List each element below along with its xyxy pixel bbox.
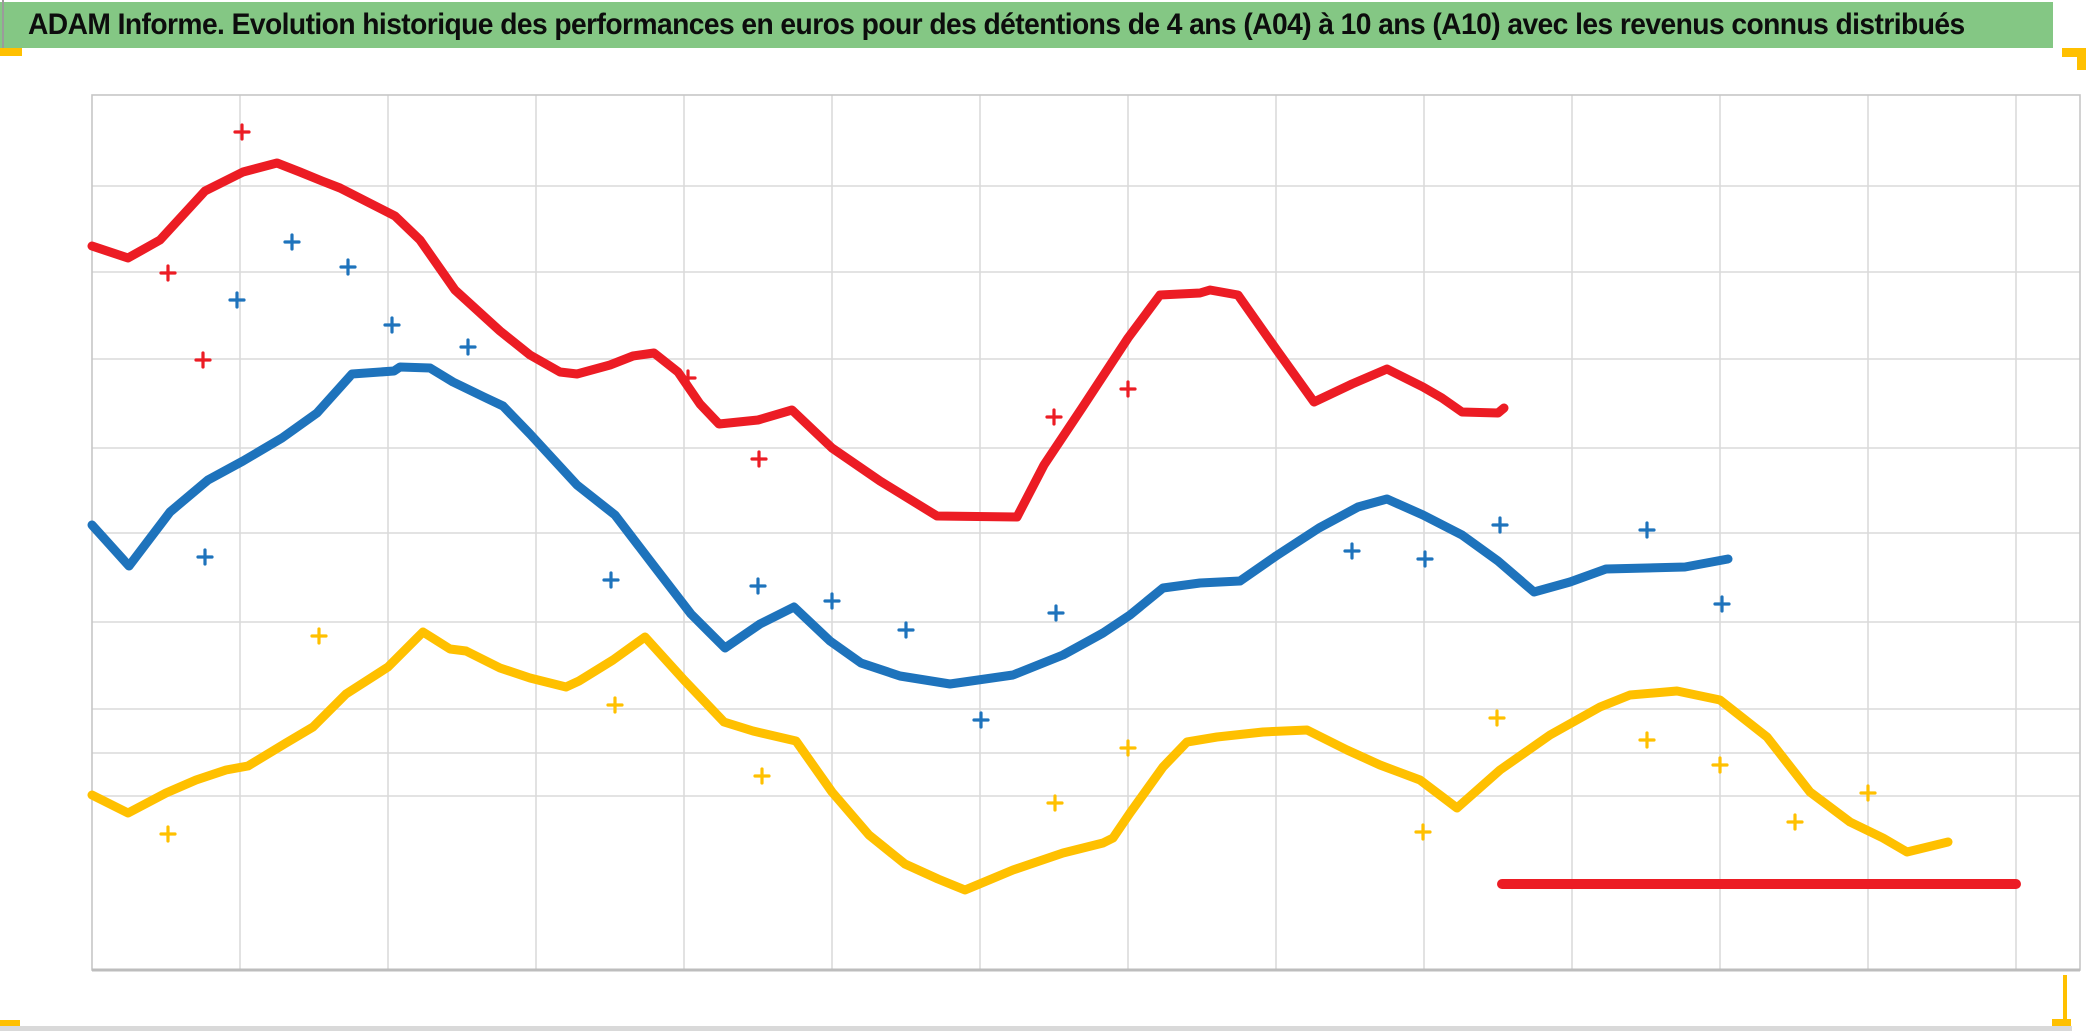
series-red-line (87, 158, 1509, 522)
red-plus-markers (159, 123, 1137, 468)
corner-mark-top-right-vertical (2077, 48, 2086, 70)
corner-mark-bottom-right-line (2063, 975, 2067, 1022)
corner-mark-bottom-left (0, 1020, 20, 1031)
corner-mark-top-left (0, 48, 22, 56)
title-banner: ADAM Informe. Evolution historique des p… (0, 2, 2053, 48)
page-title: ADAM Informe. Evolution historique des p… (28, 8, 1965, 41)
series-yellow-line (87, 627, 1953, 895)
corner-mark-top-right-horizontal (2062, 48, 2086, 57)
yellow-plus-markers (159, 627, 1877, 843)
window-edge-tick (2, 0, 4, 48)
blue-plus-markers (196, 233, 1731, 729)
series-blue-line (87, 362, 1733, 689)
bottom-scroll-strip (0, 1026, 2072, 1031)
